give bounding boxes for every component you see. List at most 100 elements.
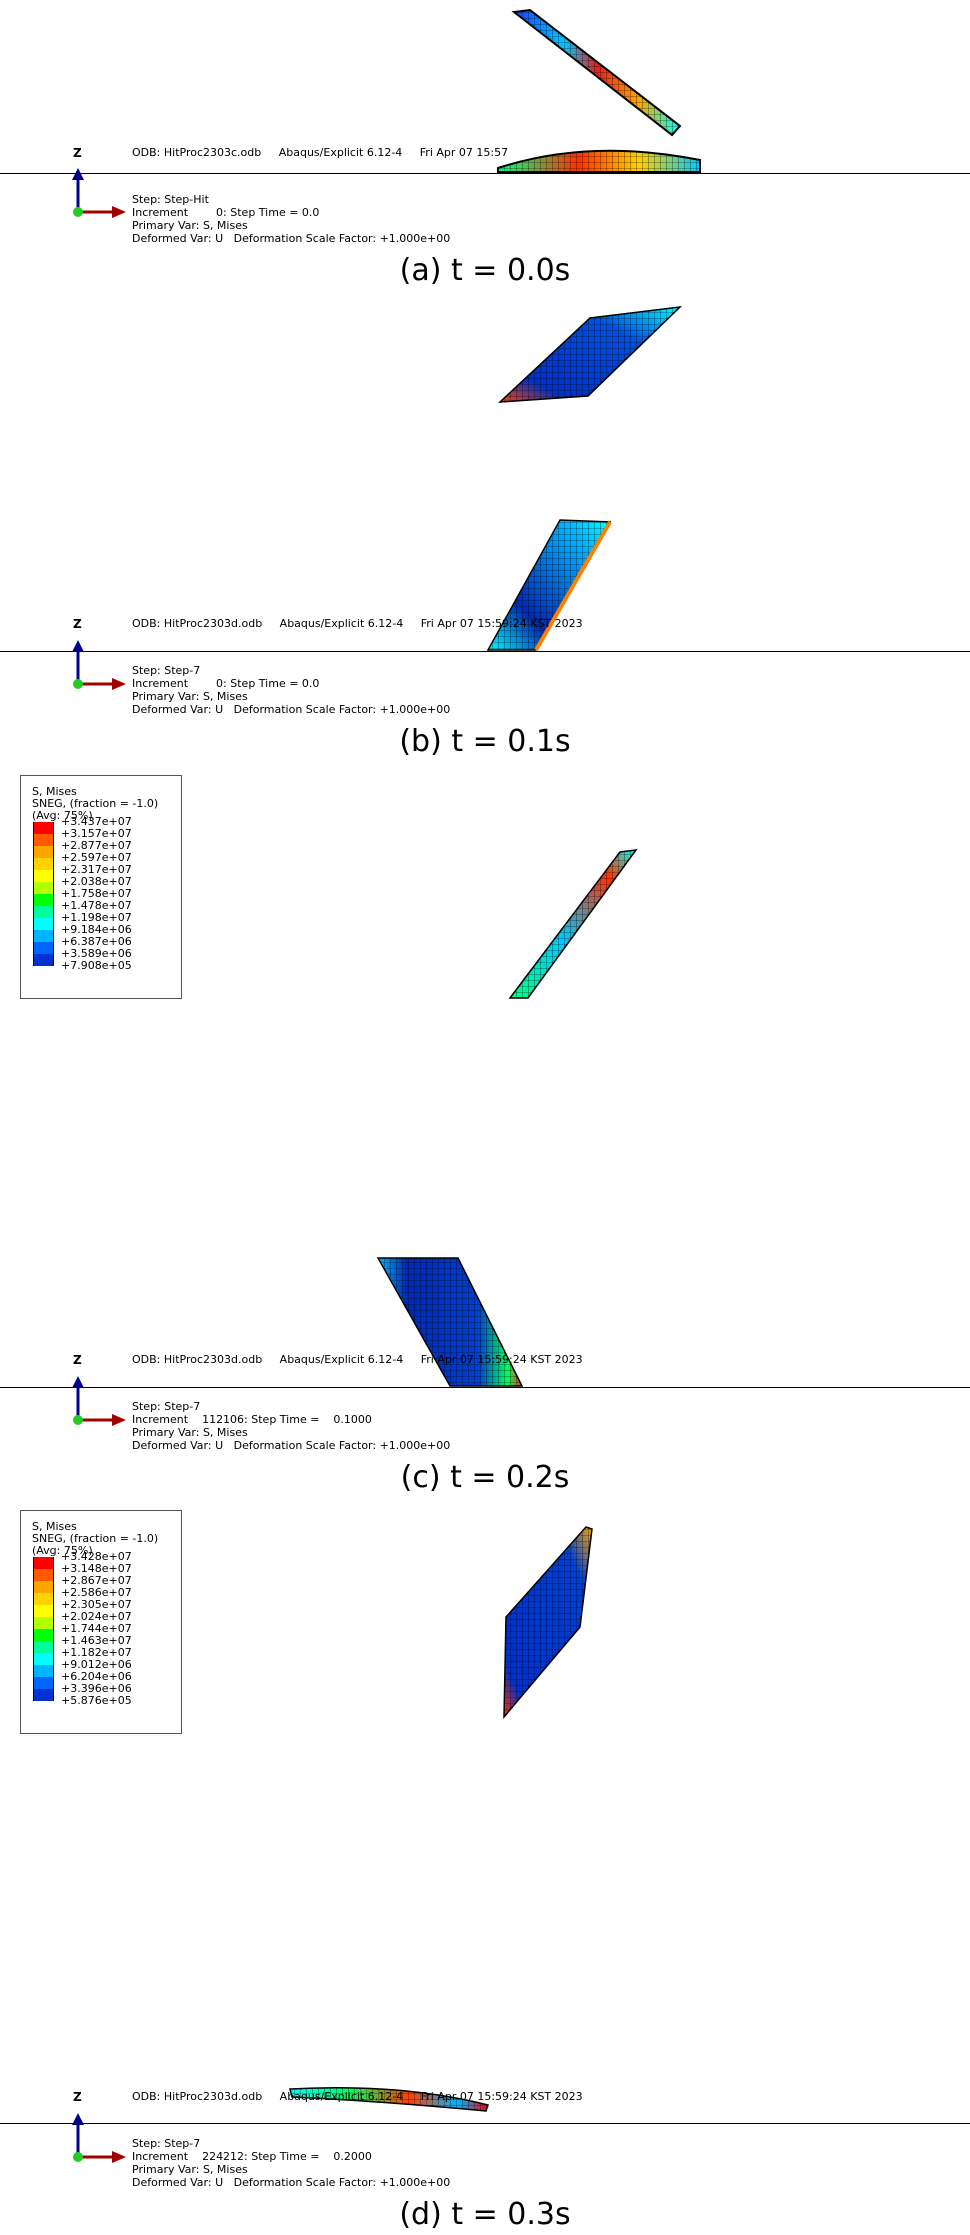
step-label: Step: Step-7 (132, 2137, 201, 2150)
panel-d: ODB: HitProc2303d.odb Abaqus/Explicit 6.… (0, 1505, 970, 2235)
figure-caption: (c) t = 0.2s (400, 1460, 570, 1495)
z-arrow-icon (72, 2113, 84, 2125)
primary-var-label: Primary Var: S, Mises (132, 219, 248, 232)
mesh-plate-a (497, 8, 701, 173)
legend-swatch (33, 894, 54, 906)
plate-c-lower (376, 1257, 524, 1387)
odb-header: ODB: HitProc2303d.odb Abaqus/Explicit 6.… (132, 617, 583, 630)
z-arrow-icon (72, 168, 84, 180)
legend-value: +1.198e+07 (61, 911, 132, 924)
legend-swatch (33, 930, 54, 942)
legend-value: +1.182e+07 (61, 1646, 132, 1659)
legend-value: +9.184e+06 (61, 923, 132, 936)
legend-swatch (33, 1569, 54, 1581)
legend-avg: (Avg: 75%) (32, 1544, 93, 1557)
panel-a: ODB: HitProc2303c.odb Abaqus/Explicit 6.… (0, 0, 970, 300)
plate-b-upper (497, 305, 683, 403)
panel-c: ODB: HitProc2303d.odb Abaqus/Explicit 6.… (0, 770, 970, 1505)
coordinate-triad (72, 640, 126, 690)
legend-swatch (33, 1557, 54, 1569)
odb-header: ODB: HitProc2303d.odb Abaqus/Explicit 6.… (132, 2090, 583, 2103)
legend-swatch (33, 1689, 54, 1701)
legend-value: +3.428e+07 (61, 1550, 132, 1563)
mesh-plate-c (376, 849, 638, 1387)
legend-value: +2.038e+07 (61, 875, 132, 888)
origin-dot (73, 679, 83, 689)
legend-value: +2.597e+07 (61, 851, 132, 864)
increment-label: Increment 0: Step Time = 0.0 (132, 677, 320, 690)
axis-label-z: Z (73, 2090, 82, 2104)
legend-value: +2.317e+07 (61, 863, 132, 876)
legend-value: +1.478e+07 (61, 899, 132, 912)
color-legend: S, Mises SNEG, (fraction = -1.0) (Avg: 7… (20, 775, 182, 999)
legend-swatch (33, 1677, 54, 1689)
legend-value: +1.744e+07 (61, 1622, 132, 1635)
axis-label-z: Z (73, 146, 82, 160)
legend-value: +9.012e+06 (61, 1658, 132, 1671)
legend-value: +2.586e+07 (61, 1586, 132, 1599)
legend-swatch (33, 1653, 54, 1665)
figure-caption: (a) t = 0.0s (399, 253, 571, 288)
legend-value: +2.024e+07 (61, 1610, 132, 1623)
legend-value: +3.589e+06 (61, 947, 132, 960)
legend-swatch (33, 834, 54, 846)
legend-swatch (33, 882, 54, 894)
plate-d-lower (289, 2086, 489, 2112)
legend-value: +1.463e+07 (61, 1634, 132, 1647)
axis-label-z: Z (73, 617, 82, 631)
legend-swatch (33, 918, 54, 930)
figure-caption: (b) t = 0.1s (399, 724, 571, 759)
plate-b-lower (486, 519, 612, 652)
legend-swatch (33, 870, 54, 882)
legend-swatch (33, 1593, 54, 1605)
legend-swatch (33, 858, 54, 870)
origin-dot (73, 207, 83, 217)
step-label: Step: Step-Hit (132, 193, 209, 206)
increment-label: Increment 224212: Step Time = 0.2000 (132, 2150, 372, 2163)
z-arrow-icon (72, 1376, 84, 1388)
legend-subtitle: SNEG, (fraction = -1.0) (32, 1532, 159, 1545)
deformed-var-label: Deformed Var: U Deformation Scale Factor… (132, 232, 451, 245)
legend-swatch (33, 1605, 54, 1617)
plate-a-upper (511, 8, 682, 137)
color-legend: S, Mises SNEG, (fraction = -1.0) (Avg: 7… (20, 1510, 182, 1734)
legend-value: +6.204e+06 (61, 1670, 132, 1683)
legend-value: +2.877e+07 (61, 839, 132, 852)
deformed-var-label: Deformed Var: U Deformation Scale Factor… (132, 703, 451, 716)
x-arrow-icon (112, 2151, 126, 2163)
primary-var-label: Primary Var: S, Mises (132, 2163, 248, 2176)
legend-swatch (33, 1581, 54, 1593)
legend-value: +1.758e+07 (61, 887, 132, 900)
legend-value: +3.396e+06 (61, 1682, 132, 1695)
plate-d-upper (503, 1526, 593, 1720)
mesh-plate-b (486, 305, 683, 652)
increment-label: Increment 0: Step Time = 0.0 (132, 206, 320, 219)
panel-b: ODB: HitProc2303d.odb Abaqus/Explicit 6.… (0, 300, 970, 770)
legend-swatch (33, 822, 54, 834)
ground-line (0, 651, 970, 652)
mesh-plate-d (289, 1526, 593, 2112)
ground-line (0, 1387, 970, 1388)
plate-c-upper (508, 849, 638, 999)
plate-a-lower (497, 149, 701, 173)
legend-title: S, Mises (32, 785, 77, 798)
legend-swatch (33, 1665, 54, 1677)
legend-value: +7.908e+05 (61, 959, 132, 972)
legend-value: +2.867e+07 (61, 1574, 132, 1587)
odb-header: ODB: HitProc2303c.odb Abaqus/Explicit 6.… (132, 146, 509, 159)
step-label: Step: Step-7 (132, 664, 201, 677)
odb-header: ODB: HitProc2303d.odb Abaqus/Explicit 6.… (132, 1353, 583, 1366)
x-arrow-icon (112, 206, 126, 218)
legend-swatch (33, 846, 54, 858)
origin-dot (73, 2152, 83, 2162)
z-arrow-icon (72, 640, 84, 652)
legend-value: +3.157e+07 (61, 827, 132, 840)
primary-var-label: Primary Var: S, Mises (132, 1426, 248, 1439)
x-arrow-icon (112, 678, 126, 690)
legend-subtitle: SNEG, (fraction = -1.0) (32, 797, 159, 810)
legend-title: S, Mises (32, 1520, 77, 1533)
origin-dot (73, 1415, 83, 1425)
legend-swatch (33, 1617, 54, 1629)
ground-line (0, 2123, 970, 2124)
axis-label-z: Z (73, 1353, 82, 1367)
